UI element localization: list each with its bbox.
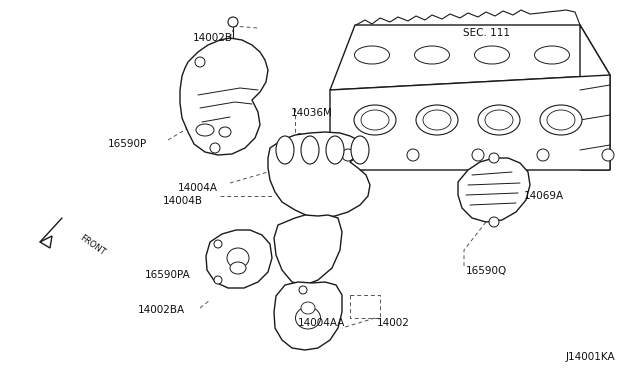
Polygon shape [268, 132, 370, 218]
Ellipse shape [355, 46, 390, 64]
Circle shape [472, 149, 484, 161]
Ellipse shape [219, 127, 231, 137]
Text: SEC. 111: SEC. 111 [463, 28, 510, 38]
Ellipse shape [534, 46, 570, 64]
Ellipse shape [485, 110, 513, 130]
Circle shape [210, 143, 220, 153]
Ellipse shape [478, 105, 520, 135]
Polygon shape [330, 75, 610, 170]
Text: 14004B: 14004B [163, 196, 203, 206]
Ellipse shape [227, 248, 249, 268]
Ellipse shape [351, 136, 369, 164]
Polygon shape [580, 25, 610, 170]
Circle shape [228, 17, 238, 27]
Ellipse shape [540, 105, 582, 135]
Circle shape [602, 149, 614, 161]
Polygon shape [180, 38, 268, 155]
Polygon shape [458, 158, 530, 222]
Text: 14004AA: 14004AA [298, 318, 346, 328]
Text: FRONT: FRONT [78, 233, 107, 257]
Ellipse shape [547, 110, 575, 130]
Polygon shape [274, 215, 342, 285]
Ellipse shape [474, 46, 509, 64]
Ellipse shape [196, 124, 214, 136]
Circle shape [537, 149, 549, 161]
Ellipse shape [230, 262, 246, 274]
Circle shape [489, 153, 499, 163]
Text: 14002BA: 14002BA [138, 305, 185, 315]
Ellipse shape [416, 105, 458, 135]
Text: 14036M: 14036M [291, 108, 333, 118]
Ellipse shape [354, 105, 396, 135]
Circle shape [407, 149, 419, 161]
Text: 14002B: 14002B [193, 33, 233, 43]
Text: 16590PA: 16590PA [145, 270, 191, 280]
Ellipse shape [415, 46, 449, 64]
Polygon shape [40, 236, 52, 248]
Polygon shape [274, 282, 342, 350]
Ellipse shape [301, 302, 315, 314]
Circle shape [214, 240, 222, 248]
Text: 16590Q: 16590Q [466, 266, 508, 276]
Text: 14004A: 14004A [178, 183, 218, 193]
Polygon shape [330, 25, 610, 90]
Ellipse shape [296, 307, 321, 329]
Text: 14069A: 14069A [524, 191, 564, 201]
Ellipse shape [423, 110, 451, 130]
Ellipse shape [301, 136, 319, 164]
Circle shape [195, 57, 205, 67]
Polygon shape [206, 230, 272, 288]
Text: 16590P: 16590P [108, 139, 147, 149]
Ellipse shape [361, 110, 389, 130]
Circle shape [489, 217, 499, 227]
Text: 14002: 14002 [377, 318, 410, 328]
Ellipse shape [326, 136, 344, 164]
Circle shape [299, 286, 307, 294]
Ellipse shape [276, 136, 294, 164]
Text: J14001KA: J14001KA [566, 352, 616, 362]
Circle shape [214, 276, 222, 284]
Circle shape [342, 149, 354, 161]
